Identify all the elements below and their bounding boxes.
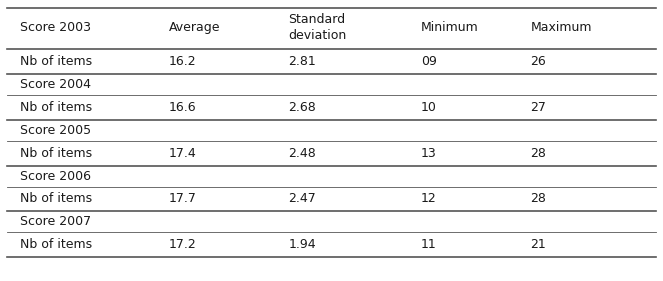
Text: 16.6: 16.6 xyxy=(169,101,197,114)
Text: Minimum: Minimum xyxy=(421,21,479,35)
Text: 28: 28 xyxy=(530,192,546,205)
Text: 1.94: 1.94 xyxy=(288,238,316,251)
Text: 17.4: 17.4 xyxy=(169,147,197,160)
Text: 28: 28 xyxy=(530,147,546,160)
Text: 11: 11 xyxy=(421,238,437,251)
Text: 2.68: 2.68 xyxy=(288,101,316,114)
Text: Nb of items: Nb of items xyxy=(20,238,92,251)
Text: Score 2006: Score 2006 xyxy=(20,169,91,183)
Text: 2.47: 2.47 xyxy=(288,192,316,205)
Text: Standard
deviation: Standard deviation xyxy=(288,13,347,42)
Text: 2.48: 2.48 xyxy=(288,147,316,160)
Text: Score 2004: Score 2004 xyxy=(20,78,91,91)
Text: Score 2003: Score 2003 xyxy=(20,21,91,35)
Text: 17.7: 17.7 xyxy=(169,192,197,205)
Text: Maximum: Maximum xyxy=(530,21,592,35)
Text: 17.2: 17.2 xyxy=(169,238,197,251)
Text: 13: 13 xyxy=(421,147,437,160)
Text: Nb of items: Nb of items xyxy=(20,55,92,68)
Text: Score 2007: Score 2007 xyxy=(20,215,91,228)
Text: Nb of items: Nb of items xyxy=(20,101,92,114)
Text: 10: 10 xyxy=(421,101,437,114)
Text: 26: 26 xyxy=(530,55,546,68)
Text: 27: 27 xyxy=(530,101,546,114)
Text: Nb of items: Nb of items xyxy=(20,147,92,160)
Text: Nb of items: Nb of items xyxy=(20,192,92,205)
Text: 21: 21 xyxy=(530,238,546,251)
Text: Average: Average xyxy=(169,21,221,35)
Text: 12: 12 xyxy=(421,192,437,205)
Text: Score 2005: Score 2005 xyxy=(20,124,91,137)
Text: 16.2: 16.2 xyxy=(169,55,197,68)
Text: 2.81: 2.81 xyxy=(288,55,316,68)
Text: 09: 09 xyxy=(421,55,437,68)
